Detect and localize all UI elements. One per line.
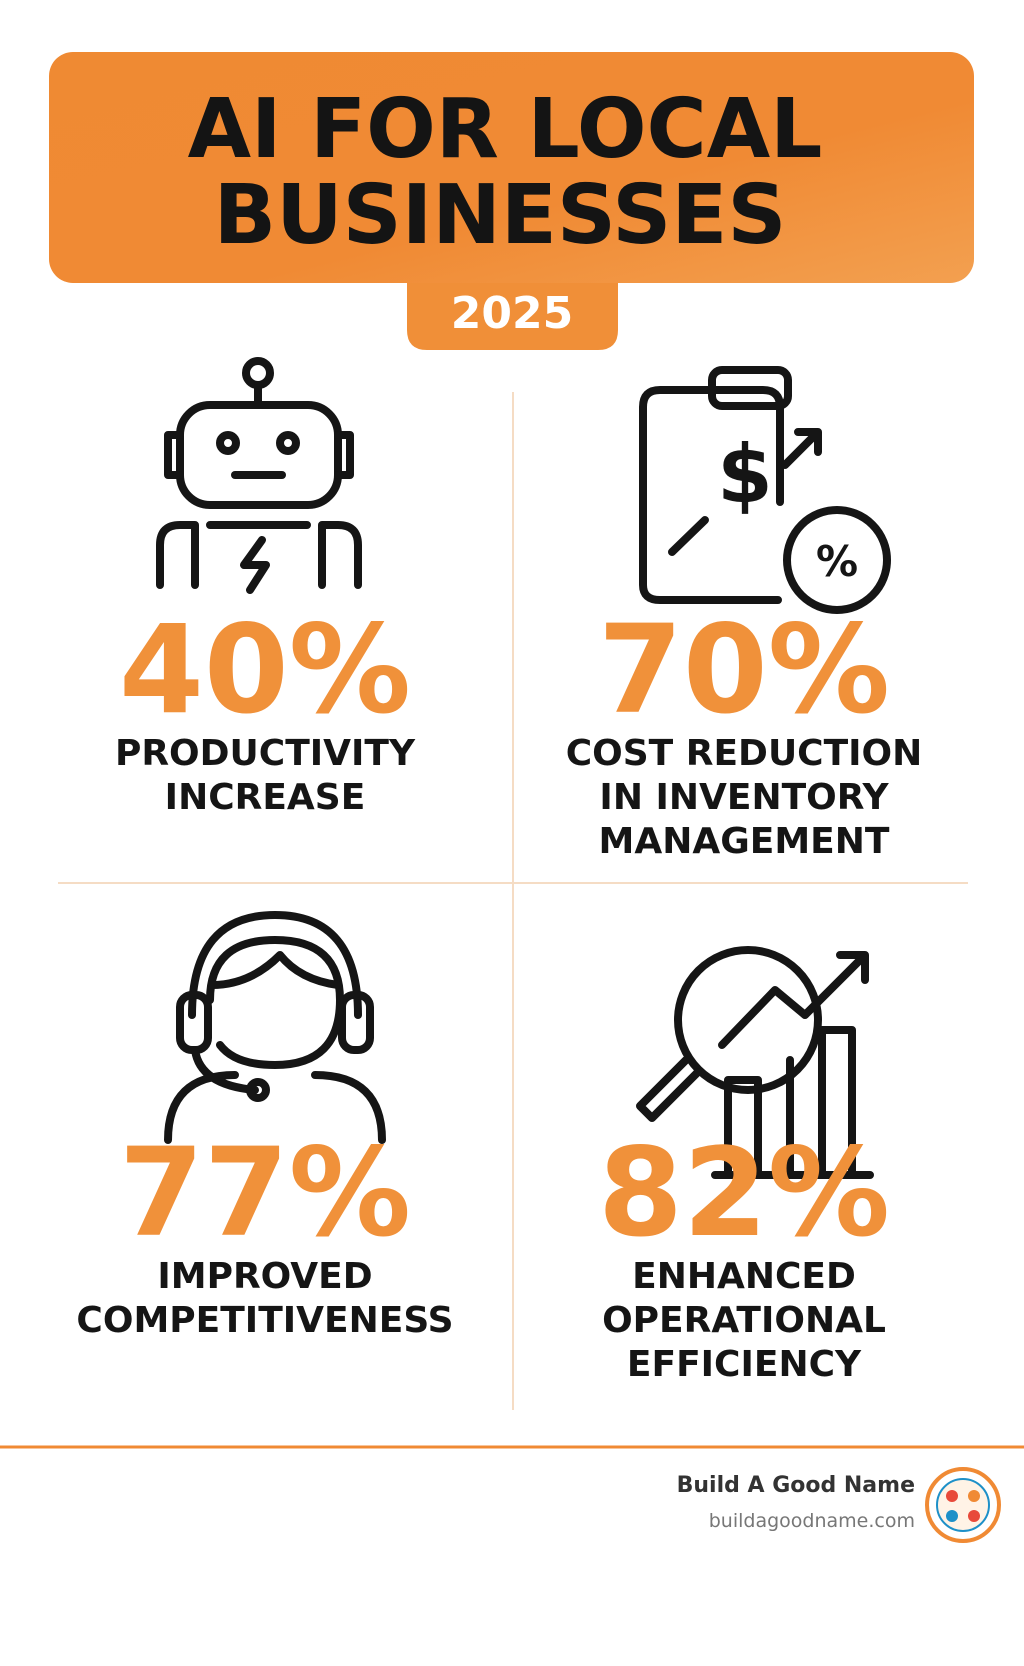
support-icon [164,911,386,1144]
stat-value: 70% [598,599,890,741]
svg-text:%: % [816,537,858,586]
title-line: BUSINESSES [214,168,787,263]
title-line: AI FOR LOCAL [188,82,823,177]
brand: Build A Good Name [677,1473,915,1498]
stat-label: MANAGEMENT [599,821,890,862]
stat-label: COST REDUCTION [566,733,923,774]
stat-label: IN INVENTORY [599,777,889,818]
stat-label: EFFICIENCY [627,1344,862,1385]
svg-text:$: $ [717,428,773,521]
stat-value: 82% [598,1122,890,1264]
stat-value: 77% [119,1122,411,1264]
robot-icon [156,357,362,594]
url: buildagoodname.com [709,1510,915,1532]
stat-label: OPERATIONAL [602,1300,886,1341]
stat-label: PRODUCTIVITY [115,733,416,774]
stat-label: IMPROVED [157,1256,372,1297]
logo [925,1467,1001,1543]
stat-value: 40% [119,599,411,741]
cost-icon: $ % [639,366,891,614]
year: 2025 [451,288,573,339]
stat-label: INCREASE [165,777,366,818]
header-banner [49,52,974,283]
year-tab [407,283,618,350]
efficiency-icon [636,946,874,1179]
stat-label: ENHANCED [632,1256,856,1297]
stat-label: COMPETITIVENESS [76,1300,453,1341]
